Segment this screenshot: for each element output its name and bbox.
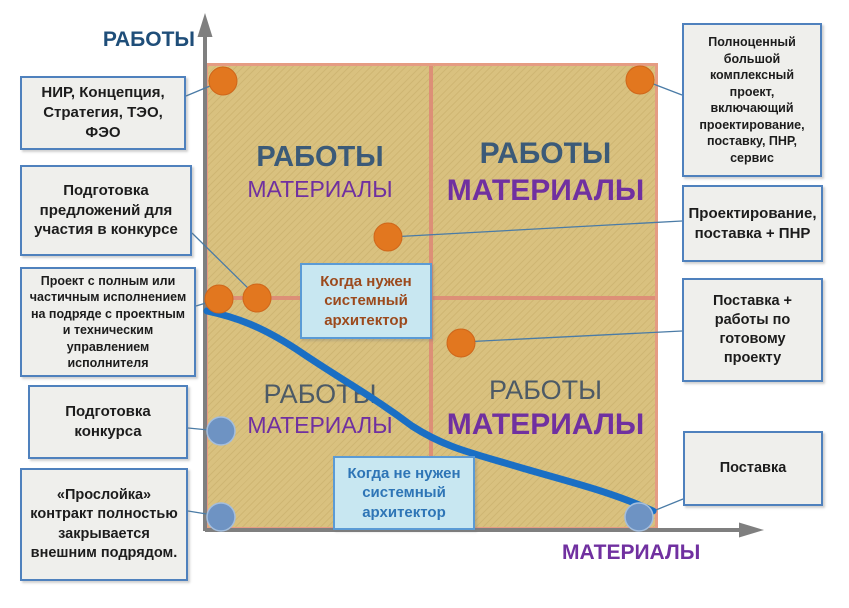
callout-tender-preparation: Подготовка конкурса <box>28 385 188 459</box>
note-architect-needed: Когда нужен системный архитектор <box>300 263 432 339</box>
y-axis-arrowhead-icon <box>197 13 213 37</box>
note-architect-not-needed: Когда не нужен системный архитектор <box>333 456 475 530</box>
callout-proposals-preparation: Подготовка предложений для участия в кон… <box>20 165 192 256</box>
callout-supply: Поставка <box>683 431 823 506</box>
callout-full-partial-execution: Проект с полным или частичным исполнение… <box>20 267 196 377</box>
y-axis-label: РАБОТЫ <box>102 28 195 51</box>
callout-nir-concept: НИР, Концепция, Стратегия, ТЭО, ФЭО <box>20 76 186 150</box>
callout-complex-project: Полноценный большой комплексный проект, … <box>682 23 822 177</box>
x-axis-arrowhead-icon <box>739 522 764 538</box>
callout-design-supply-pnr: Проектирование, поставка + ПНР <box>682 185 823 262</box>
callout-supply-plus-works: Поставка + работы по готовому проекту <box>682 278 823 382</box>
callout-middleman-contract: «Прослойка» контракт полностью закрывает… <box>20 468 188 581</box>
x-axis-label: МАТЕРИАЛЫ <box>562 541 701 564</box>
